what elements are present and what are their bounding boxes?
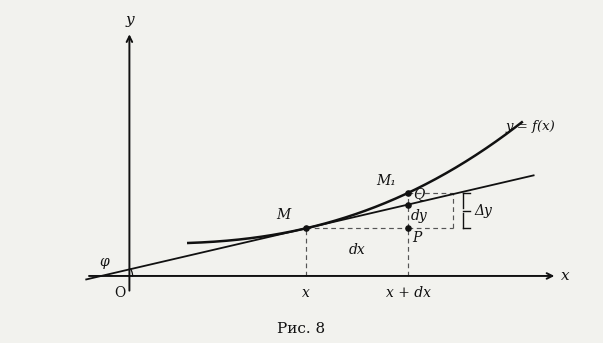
Text: y: y <box>125 12 134 26</box>
Point <box>403 202 413 207</box>
Text: x + dx: x + dx <box>385 286 431 300</box>
Text: Δy: Δy <box>474 204 492 217</box>
Text: P: P <box>412 231 421 245</box>
Text: dy: dy <box>411 210 428 223</box>
Text: φ: φ <box>99 255 109 269</box>
Text: x: x <box>561 269 570 283</box>
Point <box>403 190 413 196</box>
Text: M₁: M₁ <box>376 175 396 188</box>
Text: M: M <box>276 208 290 222</box>
Text: x: x <box>302 286 310 300</box>
Text: dx: dx <box>349 243 365 257</box>
Text: Рис. 8: Рис. 8 <box>277 322 326 336</box>
Text: y = f(x): y = f(x) <box>505 120 555 133</box>
Point <box>301 226 311 231</box>
Point <box>403 226 413 231</box>
Text: O: O <box>114 286 125 300</box>
Text: Q: Q <box>412 188 424 202</box>
